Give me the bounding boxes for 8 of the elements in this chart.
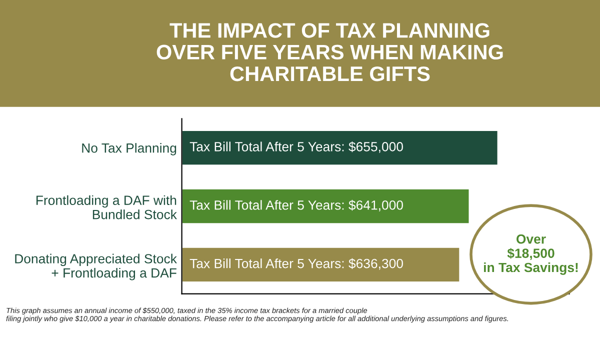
- y-tick-label: No Tax Planning: [82, 143, 176, 156]
- data-label: Tax Bill Total After 5 Years: $636,300: [190, 258, 403, 270]
- data-label: Tax Bill Total After 5 Years: $641,000: [190, 200, 403, 212]
- y-tick-label: Donating Appreciated Stock + Frontloading a DAF: [15, 254, 177, 280]
- annotation: Over $18,500 in Tax Savings!: [484, 234, 578, 275]
- data-label: Tax Bill Total After 5 Years: $655,000: [190, 141, 403, 153]
- y-tick-label: Frontloading a DAF with Bundled Stock: [36, 195, 177, 220]
- chart-title: THE IMPACT OF TAX PLANNING OVER FIVE YEARS WHEN MAKING CHARITABLE GIFTS: [156, 23, 503, 82]
